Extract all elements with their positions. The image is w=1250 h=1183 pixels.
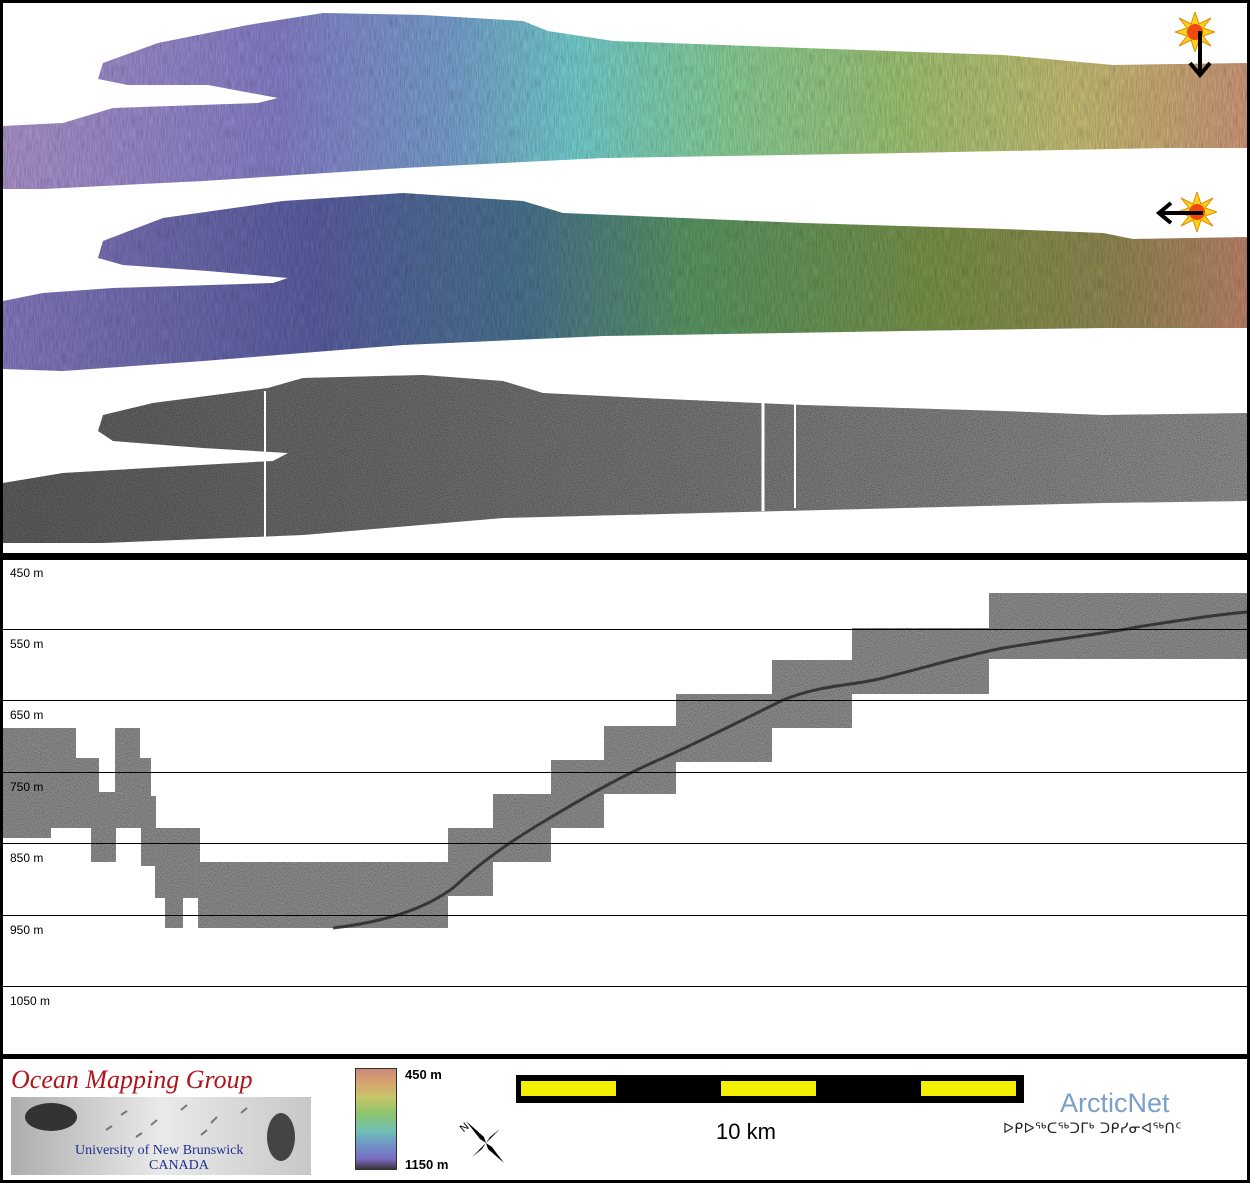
- scale-bar: [516, 1075, 1024, 1103]
- north-letter: N: [458, 1121, 472, 1135]
- depth-label: 650 m: [10, 708, 44, 722]
- depth-label: 850 m: [10, 851, 44, 865]
- depth-gridline: [3, 629, 1247, 630]
- ocean-mapping-group-logo: [11, 1097, 311, 1175]
- depth-gridline: [3, 772, 1247, 773]
- depth-gridline: [3, 843, 1247, 844]
- shaded-relief-strip-east-sun: [3, 193, 1247, 371]
- logo-country: CANADA: [149, 1158, 209, 1173]
- depth-gridline: [3, 986, 1247, 987]
- echogram-blocks: [3, 593, 1247, 928]
- depth-gridline: [3, 700, 1247, 701]
- backscatter-strip: [3, 375, 1247, 543]
- scale-bar-label: 10 km: [716, 1119, 776, 1144]
- map-strips-panel: [3, 3, 1247, 553]
- north-arrow-icon: N: [458, 1121, 504, 1163]
- logo-university: University of New Brunswick: [75, 1143, 244, 1158]
- colorbar-top-label: 450 m: [405, 1067, 442, 1082]
- scale-bar-segment: [921, 1081, 1016, 1096]
- depth-colorbar: [355, 1068, 397, 1170]
- shaded-relief-strip-north-sun: [3, 13, 1247, 189]
- depth-label: 550 m: [10, 637, 44, 651]
- depth-label: 750 m: [10, 780, 44, 794]
- depth-gridline: [3, 915, 1247, 916]
- scale-bar-segment: [721, 1081, 816, 1096]
- colorbar-bottom-label: 1150 m: [405, 1157, 449, 1172]
- arrow-down-icon: [1188, 31, 1212, 79]
- legend-panel: Ocean Mapping Group University of New Br…: [3, 1059, 1247, 1180]
- arcticnet-syllabics: ᐅᑭᐅᖅᑕᖅᑐᒥᒃ ᑐᑭᓯᓂᐊᖅᑎᑦ: [1003, 1121, 1182, 1137]
- depth-label: 450 m: [10, 566, 44, 580]
- bathymetry-strips: [3, 13, 1247, 543]
- arrow-left-icon: [1155, 201, 1203, 225]
- profile-echogram: [3, 593, 1247, 930]
- scale-bar-segment: [521, 1081, 616, 1096]
- depth-profile-panel: 450 m 550 m 650 m 750 m 850 m 950 m 1050…: [3, 560, 1247, 1054]
- depth-label: 1050 m: [10, 994, 51, 1008]
- sun-icon: [1175, 12, 1215, 52]
- depth-label: 950 m: [10, 923, 44, 937]
- arcticnet-logo-text: ArcticNet: [1060, 1088, 1170, 1118]
- logo-title: Ocean Mapping Group: [11, 1065, 253, 1094]
